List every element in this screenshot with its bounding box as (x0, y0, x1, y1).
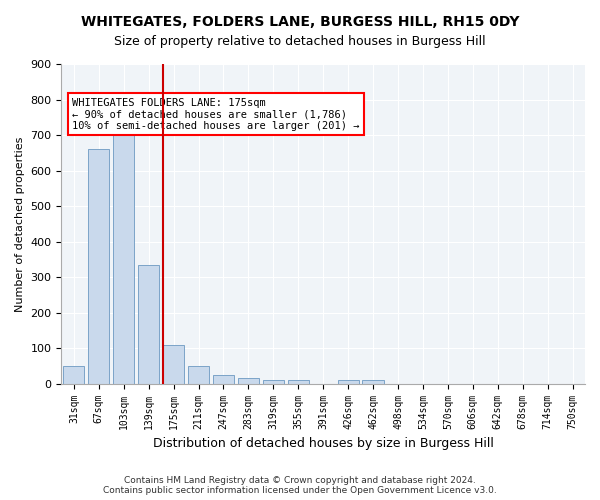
Bar (263, 380, 284, 384)
Text: WHITEGATES, FOLDERS LANE, BURGESS HILL, RH15 0DY: WHITEGATES, FOLDERS LANE, BURGESS HILL, … (81, 15, 519, 29)
Y-axis label: Number of detached properties: Number of detached properties (15, 136, 25, 312)
Bar (113, 118, 134, 384)
Bar (88, 150, 109, 384)
Bar (287, 380, 309, 384)
Text: Contains HM Land Registry data © Crown copyright and database right 2024.
Contai: Contains HM Land Registry data © Crown c… (103, 476, 497, 495)
Bar (362, 380, 383, 384)
Bar (63, 366, 85, 384)
Bar (188, 366, 209, 384)
Bar (163, 344, 184, 384)
Bar (213, 375, 234, 384)
Text: WHITEGATES FOLDERS LANE: 175sqm
← 90% of detached houses are smaller (1,786)
10%: WHITEGATES FOLDERS LANE: 175sqm ← 90% of… (72, 98, 359, 131)
Bar (138, 264, 159, 384)
X-axis label: Distribution of detached houses by size in Burgess Hill: Distribution of detached houses by size … (153, 437, 494, 450)
Bar (338, 380, 359, 384)
Bar (238, 378, 259, 384)
Text: Size of property relative to detached houses in Burgess Hill: Size of property relative to detached ho… (114, 35, 486, 48)
